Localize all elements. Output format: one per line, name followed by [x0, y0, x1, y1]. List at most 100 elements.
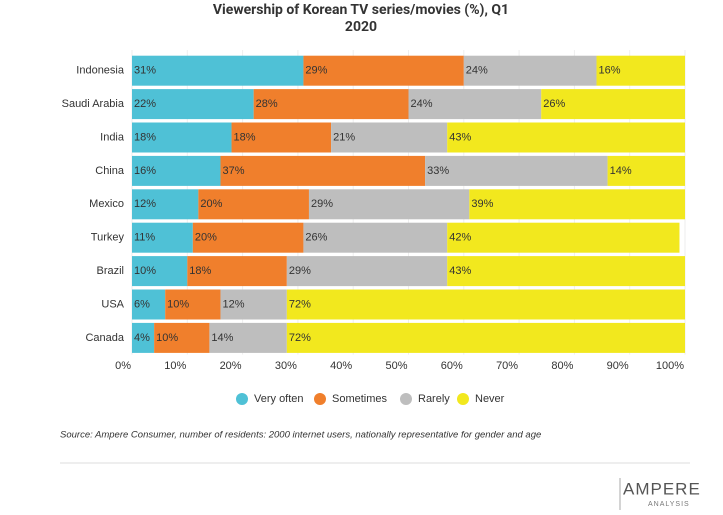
bar-segment: [132, 289, 166, 320]
bar-segment: [286, 289, 685, 320]
x-tick-label: 60%: [441, 360, 463, 372]
legend-label: Sometimes: [332, 393, 388, 405]
bar-segment: [132, 155, 221, 186]
value-label: 16%: [134, 165, 156, 177]
value-label: 14%: [610, 165, 632, 177]
bar-segment: [408, 89, 542, 120]
value-label: 10%: [167, 298, 189, 310]
bar-segment: [132, 222, 193, 253]
logo: AMPERE: [623, 479, 701, 498]
value-label: 18%: [134, 131, 156, 143]
bar-segment: [596, 55, 685, 86]
value-label: 37%: [222, 165, 244, 177]
value-label: 24%: [466, 65, 488, 77]
value-label: 29%: [289, 265, 311, 277]
value-label: 12%: [222, 298, 244, 310]
y-tick-label: Indonesia: [76, 65, 125, 77]
value-label: 72%: [289, 298, 311, 310]
bar-segment: [286, 256, 448, 287]
legend-label: Very often: [254, 393, 304, 405]
value-label: 16%: [599, 65, 621, 77]
bar-segment: [541, 89, 685, 120]
bar-segment: [463, 55, 597, 86]
x-tick-label: 20%: [220, 360, 242, 372]
value-label: 39%: [471, 198, 493, 210]
value-label: 21%: [333, 131, 355, 143]
bar-segment: [469, 189, 685, 220]
bar-segment: [253, 89, 409, 120]
logo-sub: ANALYSIS: [648, 501, 690, 508]
value-label: 22%: [134, 98, 156, 110]
x-tick-label: 0%: [115, 360, 131, 372]
y-tick-label: India: [100, 131, 125, 143]
bar-segment: [187, 256, 287, 287]
bar-segment: [154, 322, 210, 353]
bar-segment: [132, 55, 304, 86]
value-label: 31%: [134, 65, 156, 77]
bar-segment: [220, 155, 426, 186]
value-label: 11%: [134, 232, 155, 244]
value-label: 29%: [311, 198, 333, 210]
value-label: 26%: [543, 98, 565, 110]
y-tick-label: Canada: [85, 332, 124, 344]
bar-segment: [447, 256, 685, 287]
value-label: 42%: [449, 232, 471, 244]
bar-segment: [132, 256, 188, 287]
value-label: 18%: [234, 131, 256, 143]
x-tick-label: 70%: [496, 360, 518, 372]
legend-label: Rarely: [418, 393, 450, 405]
y-tick-label: Mexico: [89, 198, 124, 210]
bar-segment: [286, 322, 685, 353]
x-tick-label: 40%: [330, 360, 352, 372]
value-label: 33%: [427, 165, 449, 177]
value-label: 12%: [134, 198, 156, 210]
value-label: 43%: [449, 265, 471, 277]
source: Source: Ampere Consumer, number of resid…: [60, 430, 541, 441]
value-label: 20%: [200, 198, 222, 210]
y-tick-label: Turkey: [91, 232, 125, 244]
value-label: 6%: [134, 298, 150, 310]
legend-label: Never: [475, 393, 505, 405]
value-label: 4%: [134, 332, 150, 344]
x-tick-label: 50%: [385, 360, 407, 372]
bar-segment: [165, 289, 221, 320]
value-label: 14%: [211, 332, 233, 344]
x-tick-label: 30%: [275, 360, 297, 372]
bar-segment: [220, 289, 287, 320]
value-label: 29%: [305, 65, 327, 77]
y-tick-label: China: [95, 165, 125, 177]
bar-segment: [209, 322, 287, 353]
value-label: 72%: [289, 332, 311, 344]
value-label: 24%: [411, 98, 433, 110]
bar-segment: [132, 122, 232, 153]
bar-segment: [231, 122, 332, 153]
y-tick-label: Saudi Arabia: [62, 98, 125, 110]
value-label: 20%: [195, 232, 217, 244]
legend-swatch: [236, 393, 248, 405]
value-label: 28%: [256, 98, 278, 110]
bar-segment: [607, 155, 685, 186]
bar-segment: [303, 55, 464, 86]
y-tick-label: Brazil: [96, 265, 124, 277]
x-tick-label: 80%: [551, 360, 573, 372]
legend-swatch: [457, 393, 469, 405]
bar-segment: [425, 155, 608, 186]
bar-segment: [198, 189, 309, 220]
value-label: 26%: [305, 232, 327, 244]
bar-segment: [331, 122, 448, 153]
bar-segment: [303, 222, 448, 253]
y-tick-label: USA: [101, 298, 124, 310]
x-tick-label: 90%: [607, 360, 629, 372]
x-tick-label: 10%: [164, 360, 186, 372]
legend-swatch: [400, 393, 412, 405]
value-label: 18%: [189, 265, 211, 277]
value-label: 43%: [449, 131, 471, 143]
value-label: 10%: [134, 265, 156, 277]
value-label: 10%: [156, 332, 178, 344]
bar-segment: [308, 189, 470, 220]
bar-segment: [447, 122, 685, 153]
bar-segment: [132, 89, 254, 120]
chart-title: Viewership of Korean TV series/movies (%…: [212, 2, 510, 35]
